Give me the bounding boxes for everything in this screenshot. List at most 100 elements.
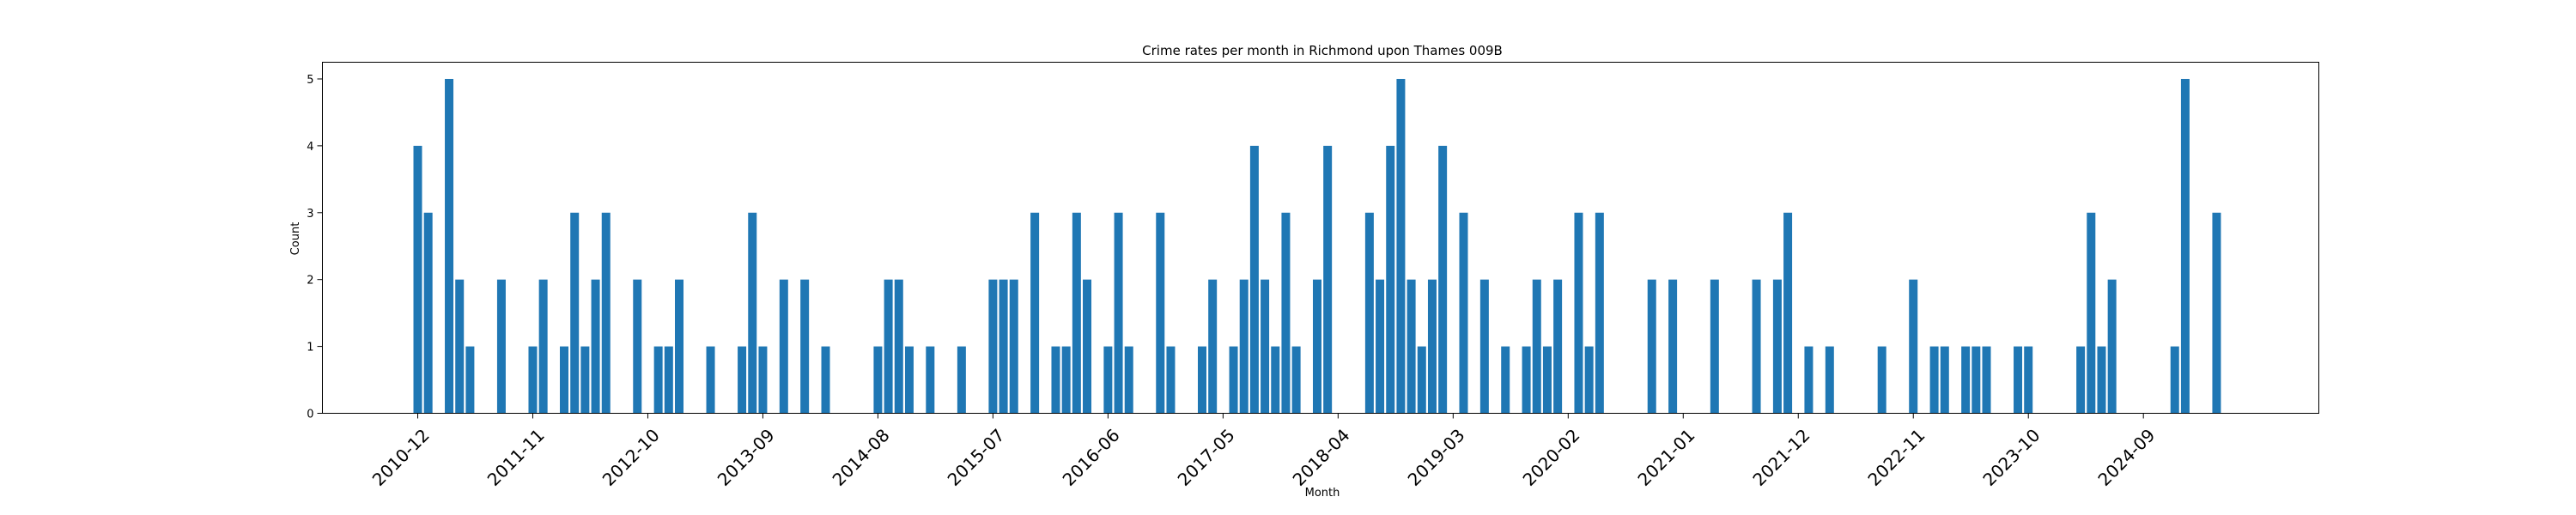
- bar-2017-06: [1229, 346, 1238, 414]
- bar-2011-12: [538, 279, 548, 414]
- bar-2023-10: [2024, 346, 2033, 414]
- bar-2023-09: [2014, 346, 2023, 414]
- x-tick-label: 2024-09: [2093, 425, 2159, 490]
- bar-2023-01: [1929, 346, 1939, 414]
- bar-2010-12: [413, 145, 422, 414]
- bar-2012-06: [601, 212, 611, 414]
- y-axis: 0 1 2 3 4 5: [307, 74, 323, 421]
- bar-2016-03: [1072, 212, 1081, 414]
- bar-2022-03: [1825, 346, 1834, 414]
- bar-2011-08: [496, 279, 506, 414]
- bar-2015-01: [926, 346, 935, 414]
- bar-2025-01: [2180, 78, 2190, 414]
- bar-2018-03: [1323, 145, 1333, 414]
- x-axis: 2010-12 2011-11 2012-10 2013-09 2014-08 2015-…: [368, 413, 2159, 490]
- bar-2013-04: [706, 346, 715, 414]
- bar-2022-01: [1804, 346, 1814, 414]
- bar-2022-11: [1909, 279, 1918, 414]
- bar-2016-01: [1051, 346, 1060, 414]
- y-tick-label: 1: [307, 342, 313, 354]
- bar-2014-11: [904, 346, 914, 414]
- bar-2021-08: [1752, 279, 1761, 414]
- bar-2011-05: [465, 346, 475, 414]
- x-tick-label: 2012-10: [598, 425, 664, 490]
- bar-2013-01: [675, 279, 683, 414]
- bar-2024-03: [2076, 346, 2086, 414]
- bar-2012-02: [560, 346, 569, 414]
- chart-title: Crime rates per month in Richmond upon T…: [1142, 43, 1503, 58]
- bar-2020-01: [1553, 279, 1563, 414]
- bar-2015-11: [1030, 212, 1040, 414]
- bar-2019-10: [1522, 346, 1531, 414]
- bar-2017-03: [1198, 346, 1206, 414]
- bar-2021-10: [1772, 279, 1782, 414]
- x-tick-label: 2016-06: [1059, 425, 1124, 490]
- bar-2019-02: [1438, 145, 1448, 414]
- bar-2024-06: [2107, 279, 2117, 414]
- bar-2011-04: [455, 279, 465, 414]
- bar-2014-09: [884, 279, 893, 414]
- bar-2021-04: [1710, 279, 1719, 414]
- bar-2018-12: [1417, 346, 1426, 414]
- bar-2023-02: [1940, 346, 1949, 414]
- bar-2015-08: [999, 279, 1008, 414]
- bar-2012-11: [653, 346, 663, 414]
- bar-2023-05: [1971, 346, 1981, 414]
- bar-2017-10: [1271, 346, 1280, 414]
- bar-2018-10: [1396, 78, 1406, 414]
- bar-2016-06: [1103, 346, 1113, 414]
- bar-2013-07: [738, 346, 747, 414]
- bar-2019-04: [1459, 212, 1468, 414]
- bar-2020-10: [1647, 279, 1656, 414]
- x-tick-label: 2022-11: [1863, 425, 1929, 490]
- bar-2013-11: [779, 279, 788, 414]
- bar-2016-12: [1166, 346, 1176, 414]
- bar-2021-11: [1783, 212, 1793, 414]
- bar-2016-11: [1156, 212, 1165, 414]
- y-tick-label: 0: [307, 409, 313, 421]
- bar-2013-09: [758, 346, 768, 414]
- bar-2014-08: [873, 346, 883, 414]
- bar-2015-07: [988, 279, 998, 414]
- bar-2011-11: [528, 346, 538, 414]
- bar-2018-08: [1376, 279, 1385, 414]
- y-tick-label: 5: [307, 74, 313, 87]
- bar-2018-02: [1312, 279, 1321, 414]
- bar-2020-12: [1668, 279, 1678, 414]
- x-tick-label: 2014-08: [829, 425, 894, 490]
- x-tick-label: 2010-12: [368, 425, 434, 490]
- bar-2014-01: [800, 279, 810, 414]
- y-tick-label: 2: [307, 275, 313, 288]
- x-tick-label: 2013-09: [714, 425, 779, 490]
- bar-2016-08: [1124, 346, 1133, 414]
- x-tick-label: 2017-05: [1174, 425, 1239, 490]
- x-tick-label: 2021-12: [1748, 425, 1814, 490]
- bar-2019-01: [1427, 279, 1437, 414]
- bar-2016-07: [1114, 212, 1123, 414]
- bar-2012-04: [580, 346, 590, 414]
- bar-2017-04: [1208, 279, 1218, 414]
- bar-2012-05: [591, 279, 600, 414]
- bars-group: [413, 78, 2221, 414]
- bar-2011-01: [423, 212, 433, 414]
- plot-frame: [322, 62, 2319, 414]
- x-tick-label: 2020-02: [1519, 425, 1584, 490]
- x-axis-label: Month: [1305, 487, 1340, 500]
- x-tick-label: 2015-07: [944, 425, 1009, 490]
- bar-2024-05: [2097, 346, 2106, 414]
- bar-2024-04: [2087, 212, 2096, 414]
- bar-2018-11: [1406, 279, 1416, 414]
- bar-2016-02: [1061, 346, 1071, 414]
- x-tick-label: 2023-10: [1978, 425, 2044, 490]
- bar-2011-03: [445, 78, 454, 414]
- bar-2015-04: [957, 346, 966, 414]
- bar-2012-03: [570, 212, 580, 414]
- bar-2019-08: [1501, 346, 1510, 414]
- bar-2016-04: [1083, 279, 1092, 414]
- bar-2014-03: [821, 346, 830, 414]
- bar-2017-07: [1239, 279, 1249, 414]
- bar-2023-04: [1961, 346, 1971, 414]
- bar-2022-08: [1877, 346, 1886, 414]
- y-tick-label: 4: [307, 141, 313, 154]
